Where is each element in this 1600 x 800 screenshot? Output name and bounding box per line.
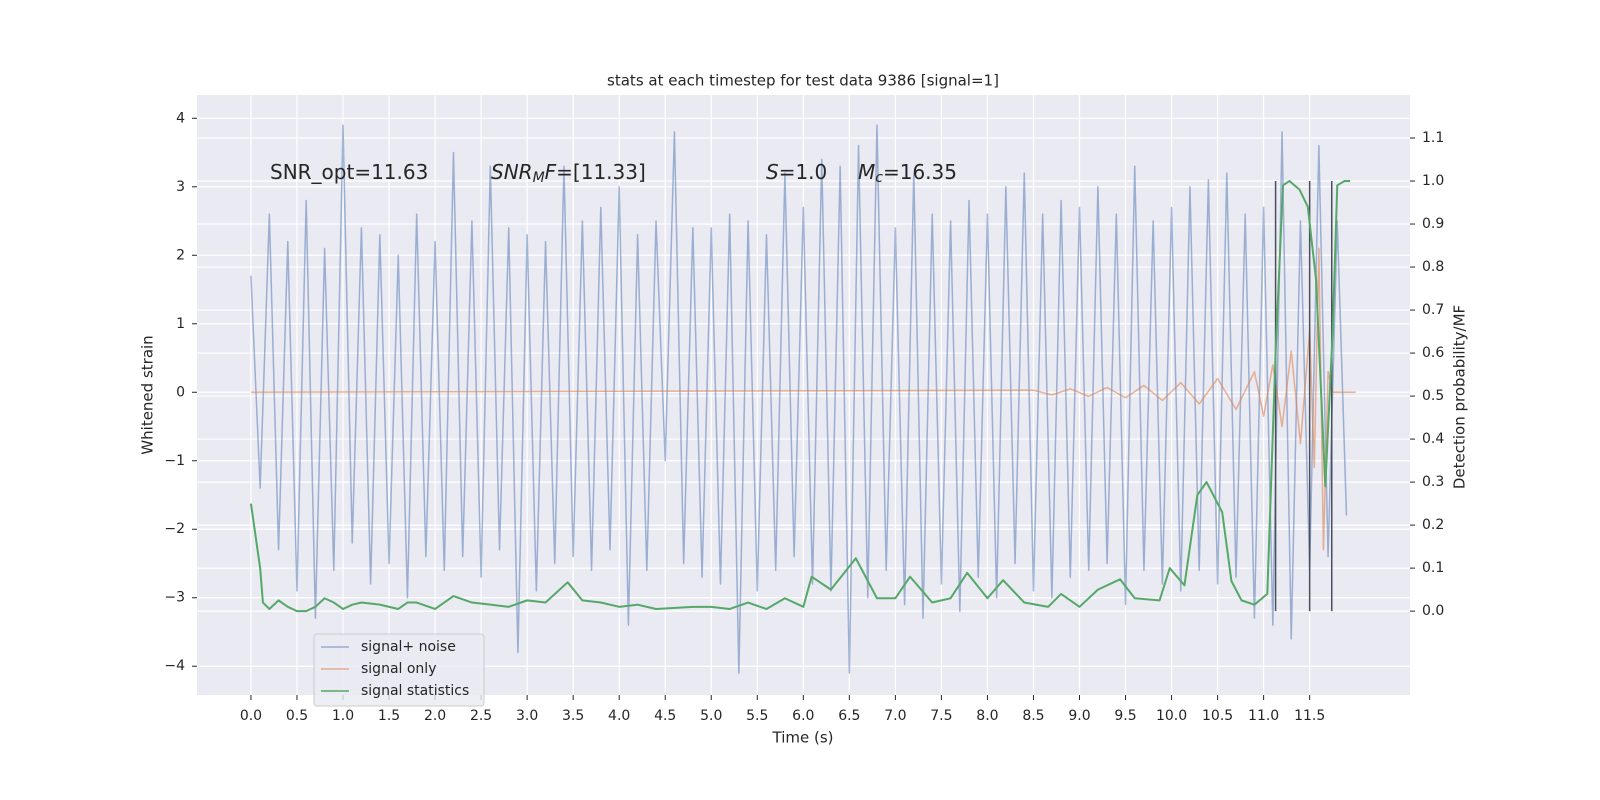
- annotation-part: c: [875, 170, 883, 186]
- annotation-part: S: [766, 160, 779, 184]
- x-tick-label: 5.5: [746, 708, 768, 724]
- series-line: [249, 180, 1351, 613]
- x-tick-label: 0.5: [286, 708, 308, 724]
- y2-tick-label: 0.2: [1422, 517, 1444, 533]
- y2-tick-label: 0.0: [1422, 603, 1444, 619]
- x-tick-label: 1.5: [378, 708, 400, 724]
- annotation: SNRMF=[11.33]: [491, 160, 646, 187]
- x-tick-label: 9.5: [1114, 708, 1136, 724]
- x-tick-label: 9.0: [1068, 708, 1090, 724]
- x-tick-label: 4.5: [654, 708, 676, 724]
- legend-label: signal+ noise: [361, 639, 456, 655]
- y-tick-label: −3: [164, 590, 185, 606]
- annotation: Mc=16.35: [858, 160, 957, 187]
- series-line: [250, 247, 1356, 551]
- legend-label: signal statistics: [361, 683, 469, 699]
- x-tick-label: 2.0: [424, 708, 446, 724]
- annotation-part: F: [545, 160, 557, 184]
- x-tick-label: 7.5: [930, 708, 952, 724]
- annotation-part: =1.0: [779, 160, 828, 184]
- legend: signal+ noise signal only signal statistic…: [313, 633, 485, 707]
- y2-tick-label: 1.0: [1422, 173, 1444, 189]
- y-tick-label: 1: [176, 316, 185, 332]
- y-tick-label: −1: [164, 453, 185, 469]
- y-tick-label: 4: [176, 110, 185, 126]
- x-tick-label: 11.5: [1294, 708, 1325, 724]
- x-tick-label: 8.5: [1022, 708, 1044, 724]
- y2-tick-label: 0.3: [1422, 474, 1444, 490]
- y2-tick-label: 0.7: [1422, 302, 1444, 318]
- x-tick-label: 10.5: [1202, 708, 1233, 724]
- annotation-part: SNR: [491, 160, 533, 184]
- y2-tick-label: 0.4: [1422, 431, 1444, 447]
- legend-label: signal only: [361, 661, 436, 677]
- annotation-part: =[11.33]: [556, 160, 646, 184]
- annotation-part: SNR_opt=11.63: [270, 160, 428, 184]
- y2-tick-label: 0.9: [1422, 216, 1444, 232]
- y-tick-label: 2: [176, 247, 185, 263]
- x-tick-label: 3.5: [562, 708, 584, 724]
- y2-tick-label: 0.1: [1422, 560, 1444, 576]
- x-tick-label: 6.5: [838, 708, 860, 724]
- annotation-part: =16.35: [883, 160, 957, 184]
- x-tick-label: 2.5: [470, 708, 492, 724]
- annotation-part: M: [533, 170, 545, 186]
- y-tick-label: −2: [164, 521, 185, 537]
- annotation-part: M: [858, 160, 875, 184]
- chart-title: stats at each timestep for test data 938…: [607, 72, 999, 90]
- x-tick-label: 0.0: [240, 708, 262, 724]
- x-axis-label: Time (s): [772, 729, 834, 747]
- x-tick-label: 1.0: [332, 708, 354, 724]
- y-tick-label: 3: [176, 179, 185, 195]
- x-tick-label: 3.0: [516, 708, 538, 724]
- y2-tick-label: 0.8: [1422, 259, 1444, 275]
- y-tick-label: −4: [164, 658, 185, 674]
- x-tick-label: 6.0: [792, 708, 814, 724]
- x-tick-label: 7.0: [884, 708, 906, 724]
- x-tick-label: 5.0: [700, 708, 722, 724]
- y2-axis-label: Detection probability/MF: [1451, 305, 1469, 489]
- x-tick-label: 8.0: [976, 708, 998, 724]
- x-tick-label: 10.0: [1156, 708, 1187, 724]
- legend-box: [313, 633, 485, 707]
- x-tick-label: 4.0: [608, 708, 630, 724]
- y-axis-label: Whitened strain: [139, 335, 157, 454]
- annotation: S=1.0: [766, 160, 827, 184]
- y2-tick-label: 1.1: [1422, 130, 1444, 146]
- x-tick-label: 11.0: [1248, 708, 1279, 724]
- y-tick-label: 0: [176, 384, 185, 400]
- y2-tick-label: 0.6: [1422, 345, 1444, 361]
- y2-tick-label: 0.5: [1422, 388, 1444, 404]
- annotation: SNR_opt=11.63: [270, 160, 428, 184]
- series-line: [250, 124, 1348, 674]
